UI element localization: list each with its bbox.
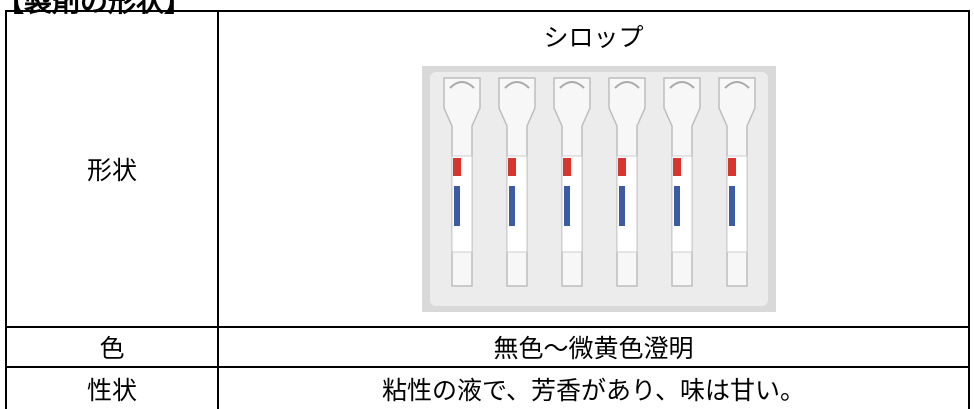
ampoule-neck [669,81,695,89]
row-label: 形状 [86,158,137,185]
product-image [422,66,776,312]
ampoule-neck [504,81,530,89]
ampoule-label [561,155,583,253]
section-title: 【製剤の形状】 [0,0,193,18]
ampoule-neck [559,81,585,89]
cell-text: 粘性の液で、芳香があり、味は甘い。 [381,377,805,405]
ampoule-label [726,155,748,253]
table-border [217,10,219,409]
ampoule-neck [449,81,475,89]
table-border [5,366,970,368]
ampoule-label-mark [453,158,461,176]
ampoule-label [451,155,473,253]
ampoule-label [616,155,638,253]
ampoule-label-mark [673,158,681,176]
ampoule-label-band [619,186,625,226]
ampoule-label-mark [618,158,626,176]
ampoule-label-band [729,186,735,226]
table-border [5,326,970,328]
ampoule-label-band [674,186,680,226]
row-label: 性状 [86,377,137,405]
ampoule-neck [724,81,750,89]
table-border [5,10,970,12]
cell-text: シロップ [543,25,644,52]
table-border [968,10,970,409]
ampoule-label-mark [563,158,571,176]
ampoule-label [506,155,528,253]
ampoule-label-mark [728,158,736,176]
ampoule-label-band [454,186,460,226]
table-border [5,10,7,409]
ampoule-label-mark [508,158,516,176]
ampoule-label-band [564,186,570,226]
ampoule-label-band [509,186,515,226]
ampoule-neck [614,81,640,89]
cell-text: 無色～微黄色澄明 [493,336,694,363]
ampoule-label [671,155,693,253]
row-label: 色 [99,336,125,363]
